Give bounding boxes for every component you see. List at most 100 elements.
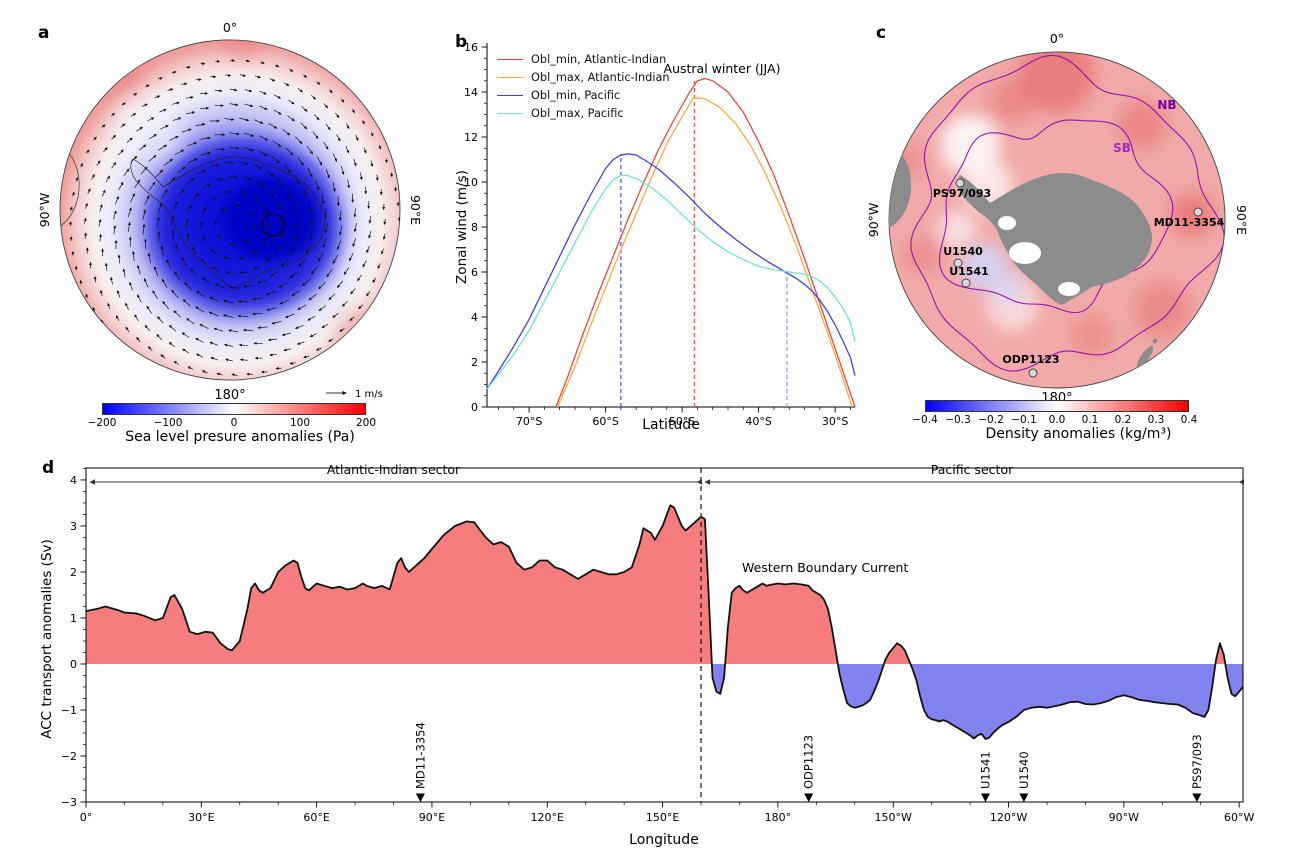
x-tick-label: 180° — [765, 811, 792, 824]
site-label: U1541 — [978, 751, 992, 789]
legend-entry: Obl_max, Pacific — [497, 106, 670, 120]
density-colorbar — [925, 400, 1189, 412]
panel-d: 0° 30°E 60°E 90°E 120°E 150°E 180° 150°W 120°W 90… — [30, 455, 1295, 862]
compass-label-0: 0° — [223, 20, 237, 35]
site-label: U1540 — [1017, 751, 1031, 789]
compass-label-90e: 90°E — [1234, 205, 1249, 235]
site-label: PS97/093 — [933, 187, 991, 200]
series-line — [555, 77, 856, 408]
site-dot — [1193, 207, 1203, 217]
site-label: MD11-3354 — [1154, 216, 1225, 229]
site-marker-triangle — [1192, 793, 1202, 802]
new-zealand-island — [1136, 346, 1154, 368]
south-america-coastline — [60, 144, 80, 230]
panel-b: 0 2 4 6 8 10 12 14 16 70°S 60°S 50°S 40°S 30°S b Obl_… — [440, 25, 870, 455]
x-axis-label-latitude: Latitude — [642, 417, 700, 433]
antarctica-landmass — [957, 172, 1153, 305]
ice-shelf — [998, 216, 1016, 230]
sector-label: Atlantic-Indian sector — [327, 462, 461, 477]
x-tick-label: 40°S — [745, 415, 771, 428]
y-tick-label: 2 — [471, 356, 478, 369]
western-boundary-current-annotation: Western Boundary Current — [742, 560, 908, 575]
x-tick-label: 30°S — [822, 415, 848, 428]
legend-line-swatch — [497, 112, 523, 114]
slp-anomaly-map: 0° 180° 90°W 90°E 1 m/s — [37, 20, 423, 403]
x-tick-label: 70°S — [516, 415, 542, 428]
panel-c: NB SB PS97/093 MD11-3354 U1540 U1541 ODP1123 0°… — [862, 5, 1295, 455]
legend-label: Obl_min, Pacific — [531, 88, 621, 102]
density-colorbar-tick: 0.0 — [1048, 414, 1066, 426]
legend-entry: Obl_max, Atlantic-Indian — [497, 70, 670, 84]
compass-label-0: 0° — [1050, 31, 1064, 46]
y-tick-label: 10 — [464, 176, 478, 189]
site-dot — [1028, 368, 1038, 378]
density-colorbar-tick: 0.4 — [1180, 414, 1198, 426]
slp-colorbar-tick: −100 — [153, 417, 183, 429]
site-label: U1541 — [949, 265, 989, 278]
compass-label-180: 180° — [214, 388, 245, 403]
northern-boundary-front — [910, 54, 1225, 372]
series-line — [556, 96, 853, 408]
y-tick-label: 1 — [70, 612, 77, 625]
front-label-sb: SB — [1113, 141, 1131, 155]
x-tick-label: 60°W — [1224, 811, 1254, 824]
southern-boundary-front — [938, 119, 1174, 314]
positive-anomaly-area — [86, 505, 1226, 664]
zonal-wind-chart: 0 2 4 6 8 10 12 14 16 70°S 60°S 50°S 40°S 30°S — [464, 41, 856, 428]
slp-colorbar — [102, 403, 366, 415]
density-anomaly-map: NB SB PS97/093 MD11-3354 U1540 U1541 ODP1123 0°… — [866, 31, 1249, 406]
site-label: ODP1123 — [1002, 353, 1059, 366]
density-map-art — [889, 52, 1225, 387]
slp-colorbar-tick: −200 — [87, 417, 117, 429]
density-colorbar-tick: −0.2 — [978, 414, 1004, 426]
sector-label: Pacific sector — [931, 462, 1014, 477]
y-tick-label: 14 — [464, 86, 478, 99]
x-tick-label: 150°W — [875, 811, 912, 824]
x-tick-label: 50°S — [669, 415, 695, 428]
y-tick-label: 3 — [70, 520, 77, 533]
x-axis-label-longitude: Longitude — [629, 832, 699, 848]
y-tick-label: −2 — [61, 750, 77, 763]
density-colorbar-tick: 0.3 — [1147, 414, 1165, 426]
legend-line-swatch — [497, 94, 523, 96]
compass-label-90w: 90°W — [866, 203, 881, 238]
transport-anomaly-line — [85, 504, 1244, 740]
legend-label: Obl_min, Atlantic-Indian — [531, 52, 667, 66]
panel-label-a: a — [38, 23, 50, 43]
site-label: ODP1123 — [802, 735, 816, 789]
site-marker-triangle — [415, 793, 425, 802]
y-tick-label: 16 — [464, 41, 478, 54]
y-axis-label-zonal-wind: Zonal wind (m/s) — [454, 170, 470, 284]
site-label: U1540 — [943, 245, 983, 258]
density-colorbar-tick: −0.1 — [1011, 414, 1037, 426]
slp-colorbar-tick: 0 — [230, 417, 238, 429]
negative-anomaly-area — [86, 663, 1243, 739]
y-tick-label: 12 — [464, 131, 478, 144]
y-tick-label: −1 — [61, 704, 77, 717]
panel-label-c: c — [876, 23, 887, 43]
ice-shelf — [1009, 242, 1041, 264]
site-dot — [961, 278, 971, 288]
panel-a: 0° 180° 90°W 90°E 1 m/s a −200 −100 0 100 200 Se… — [30, 5, 450, 455]
front-label-nb: NB — [1157, 98, 1176, 112]
antarctica-coastline — [130, 156, 326, 290]
x-tick-label: 90°W — [1109, 811, 1139, 824]
density-colorbar-tick: 0.1 — [1081, 414, 1099, 426]
y-axis-label-acc-transport: ACC transport anomalies (Sv) — [39, 539, 55, 739]
site-label: MD11-3354 — [413, 722, 427, 789]
legend-line-swatch — [497, 58, 523, 60]
site-label: PS97/093 — [1190, 734, 1204, 789]
legend-label: Obl_max, Atlantic-Indian — [531, 70, 670, 84]
zonal-wind-legend: Obl_min, Atlantic-Indian Obl_max, Atlanti… — [497, 52, 670, 120]
site-marker-triangle — [804, 793, 814, 802]
y-tick-label: 8 — [471, 221, 478, 234]
low-pressure-center — [261, 213, 285, 237]
compass-label-90e: 90°E — [408, 195, 423, 225]
slp-colorbar-tick: 200 — [355, 417, 377, 429]
density-colorbar-tick: −0.3 — [945, 414, 971, 426]
panel-label-b: b — [455, 32, 468, 52]
series-line — [486, 153, 856, 390]
season-annotation: Austral winter (JJA) — [663, 61, 781, 76]
legend-line-swatch — [497, 76, 523, 78]
